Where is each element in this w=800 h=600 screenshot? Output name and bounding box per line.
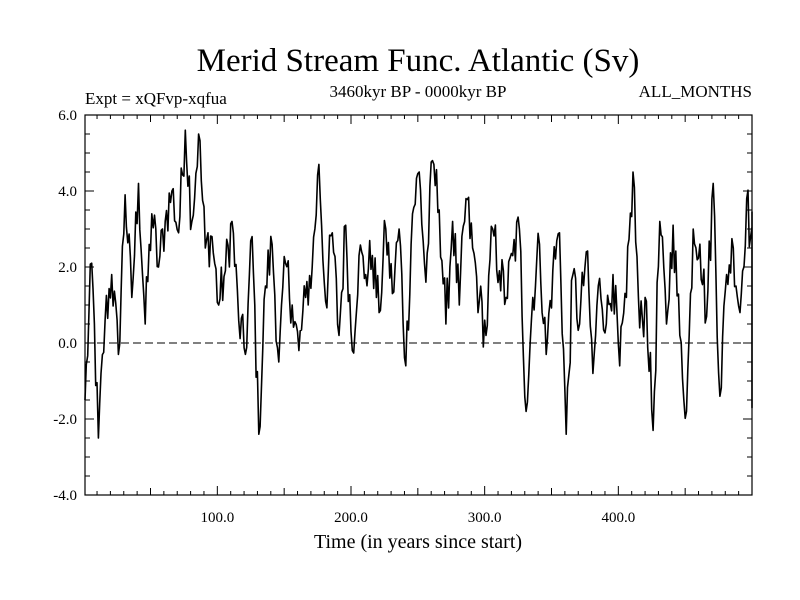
chart-title: Merid Stream Func. Atlantic (Sv) [197, 43, 640, 79]
x-tick-label: 200.0 [334, 510, 368, 526]
y-tick-label: -4.0 [53, 488, 77, 504]
x-tick-label: 300.0 [468, 510, 502, 526]
x-axis-ticks [96, 115, 740, 495]
plot-area [84, 114, 753, 496]
time-range-label: 3460kyr BP - 0000kyr BP [330, 82, 507, 101]
series-line [84, 129, 753, 439]
experiment-label: Expt = xQFvp-xqfua [85, 89, 227, 108]
x-axis-labels: 100.0 200.0 300.0 400.0 [200, 510, 635, 526]
y-tick-label: 4.0 [58, 184, 77, 200]
y-tick-label: 0.0 [58, 336, 77, 352]
x-tick-label: 400.0 [601, 510, 635, 526]
y-tick-label: -2.0 [53, 412, 77, 428]
y-tick-label: 6.0 [58, 108, 77, 124]
y-axis-ticks [85, 114, 752, 496]
x-tick-label: 100.0 [200, 510, 234, 526]
months-label: ALL_MONTHS [639, 82, 752, 101]
x-axis-title: Time (in years since start) [314, 531, 522, 553]
y-axis-labels: -4.0 -2.0 0.0 2.0 4.0 6.0 [53, 108, 77, 504]
y-tick-label: 2.0 [58, 260, 77, 276]
